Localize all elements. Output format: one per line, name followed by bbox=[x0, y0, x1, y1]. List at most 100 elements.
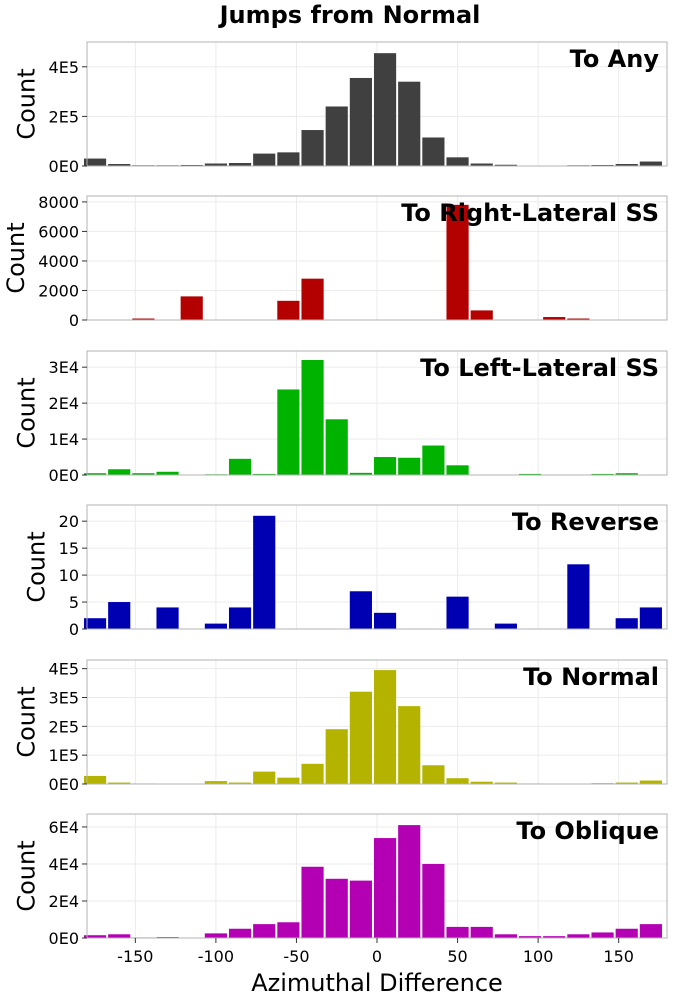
bar bbox=[446, 926, 469, 938]
bar bbox=[132, 318, 155, 320]
y-tick-label: 6E4 bbox=[49, 818, 79, 837]
bar bbox=[204, 163, 227, 166]
y-tick-label: 6000 bbox=[38, 222, 79, 241]
y-tick-label: 3E4 bbox=[49, 358, 79, 377]
y-tick-label: 20 bbox=[59, 512, 79, 531]
bar bbox=[277, 152, 300, 166]
bar bbox=[422, 765, 445, 784]
bar bbox=[253, 515, 276, 629]
x-tick-label: 100 bbox=[523, 947, 554, 966]
bar bbox=[373, 612, 397, 629]
bar bbox=[639, 924, 662, 938]
bar bbox=[446, 204, 469, 320]
x-tick-label: 50 bbox=[447, 947, 467, 966]
bar bbox=[446, 596, 469, 629]
y-tick-label: 8000 bbox=[38, 193, 79, 212]
bar bbox=[253, 473, 276, 475]
bar bbox=[567, 564, 590, 629]
bar bbox=[108, 469, 131, 475]
panel-to-right-lateral-ss: 0 2000 4000 6000 8000 To Right-Lateral SS Coun… bbox=[2, 193, 668, 330]
bar bbox=[470, 163, 493, 166]
x-tick-label: -150 bbox=[117, 947, 153, 966]
panel-to-left-lateral-ss: 0E0 1E4 2E4 3E4 To Left-Lateral SS Count bbox=[12, 350, 668, 485]
bar bbox=[204, 933, 227, 938]
panel-label: To Right-Lateral SS bbox=[401, 199, 659, 227]
bar bbox=[446, 157, 469, 166]
bar bbox=[325, 419, 348, 475]
y-axis-label: Count bbox=[12, 840, 40, 911]
bar bbox=[494, 934, 517, 938]
bar bbox=[446, 465, 469, 475]
y-tick-label: 4E5 bbox=[49, 58, 79, 77]
x-axis: -150 -100 -50 0 50 100 150 bbox=[117, 938, 634, 966]
x-tick-label: 150 bbox=[603, 947, 634, 966]
bar bbox=[639, 780, 662, 784]
bar bbox=[349, 77, 372, 166]
bar bbox=[639, 607, 662, 629]
bar bbox=[253, 153, 276, 166]
bar bbox=[277, 300, 300, 320]
bar bbox=[518, 473, 542, 475]
bar bbox=[446, 778, 469, 784]
bar bbox=[591, 932, 614, 938]
panel-label: To Reverse bbox=[512, 508, 659, 536]
y-axis-label: Count bbox=[12, 377, 40, 448]
bar bbox=[349, 691, 372, 784]
bar bbox=[301, 866, 324, 938]
bar bbox=[156, 471, 179, 475]
bar bbox=[567, 934, 590, 938]
bar bbox=[228, 163, 252, 166]
y-tick-label: 2000 bbox=[38, 281, 79, 300]
panel-label: To Normal bbox=[523, 663, 659, 691]
panel-frame bbox=[86, 504, 668, 630]
bar bbox=[373, 670, 397, 784]
bar bbox=[132, 473, 155, 475]
bar bbox=[108, 782, 131, 784]
bar bbox=[615, 618, 638, 629]
y-axis-label: Count bbox=[12, 68, 40, 139]
bar bbox=[543, 936, 566, 938]
x-axis-label: Azimuthal Difference bbox=[251, 969, 503, 997]
y-tick-label: 0E0 bbox=[49, 157, 79, 176]
bar bbox=[325, 878, 348, 938]
bar bbox=[398, 457, 421, 475]
panel-frame bbox=[86, 195, 668, 321]
bar bbox=[373, 838, 397, 938]
bar bbox=[470, 926, 493, 938]
y-axis-label: Count bbox=[12, 686, 40, 757]
bar bbox=[349, 591, 372, 629]
bar bbox=[83, 473, 107, 475]
panel-label: To Left-Lateral SS bbox=[420, 354, 659, 382]
y-tick-label: 0 bbox=[69, 311, 79, 330]
y-tick-label: 0E0 bbox=[49, 775, 79, 794]
bar bbox=[277, 922, 300, 938]
bar bbox=[301, 359, 324, 475]
bar bbox=[639, 161, 662, 166]
panel-label: To Oblique bbox=[516, 817, 659, 845]
y-tick-label: 0E0 bbox=[49, 466, 79, 485]
bar bbox=[325, 729, 348, 784]
y-tick-label: 5 bbox=[69, 593, 79, 612]
bar bbox=[253, 771, 276, 784]
y-tick-label: 2E5 bbox=[49, 107, 79, 126]
bar bbox=[325, 106, 348, 166]
bar bbox=[615, 782, 638, 784]
bar bbox=[253, 924, 276, 938]
bar bbox=[228, 607, 252, 629]
bar bbox=[543, 317, 566, 320]
panel-to-normal: 0E0 1E5 2E5 3E5 4E5 To Normal Count bbox=[12, 659, 668, 794]
bar bbox=[615, 928, 638, 938]
panel-frame bbox=[86, 659, 668, 785]
bar bbox=[398, 706, 421, 784]
bar bbox=[422, 445, 445, 475]
bar bbox=[615, 473, 638, 475]
y-tick-label: 1E5 bbox=[49, 746, 79, 765]
bar bbox=[83, 775, 107, 784]
bar bbox=[470, 310, 493, 320]
x-tick-label: 0 bbox=[372, 947, 382, 966]
bar bbox=[204, 781, 227, 784]
bar bbox=[83, 935, 107, 938]
x-tick-label: -100 bbox=[198, 947, 234, 966]
bar bbox=[349, 880, 372, 938]
